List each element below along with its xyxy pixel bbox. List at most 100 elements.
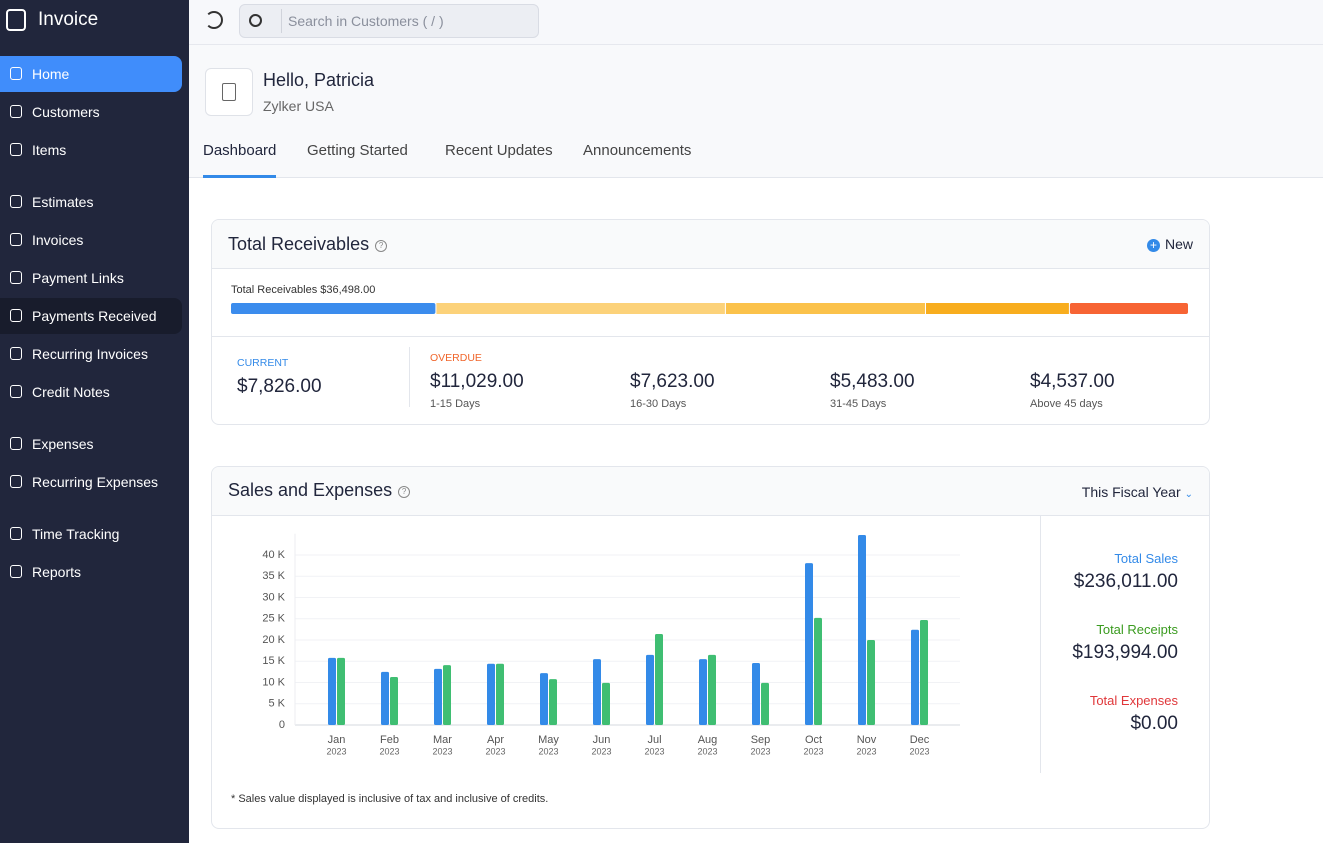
nav-icon bbox=[10, 385, 22, 398]
x-tick-label: Oct bbox=[805, 734, 822, 746]
nav-item[interactable]: Payments Received bbox=[0, 298, 182, 334]
x-tick-label: Apr bbox=[487, 734, 504, 746]
overdue-range: 1-15 Days bbox=[430, 398, 481, 410]
nav-icon bbox=[10, 67, 22, 80]
period-dropdown[interactable]: This Fiscal Year ⌄ bbox=[1082, 484, 1193, 500]
nav-label: Customers bbox=[32, 104, 100, 120]
bar bbox=[814, 617, 822, 725]
nav-icon bbox=[10, 195, 22, 208]
org-icon bbox=[222, 83, 236, 101]
nav-label: Credit Notes bbox=[32, 384, 110, 400]
receivable-segment bbox=[231, 303, 436, 314]
x-tick-year: 2023 bbox=[485, 746, 505, 756]
receivable-segment bbox=[725, 303, 925, 314]
period-label: This Fiscal Year bbox=[1081, 484, 1181, 500]
bar bbox=[920, 620, 928, 725]
divider bbox=[212, 336, 1209, 337]
bar bbox=[593, 659, 601, 725]
nav-item[interactable]: Estimates bbox=[0, 184, 182, 220]
nav-item[interactable]: Reports bbox=[0, 554, 182, 590]
y-tick-label: 10 K bbox=[262, 676, 285, 688]
nav-icon bbox=[10, 565, 22, 578]
receivable-segment bbox=[1069, 303, 1188, 314]
x-tick-label: Jun bbox=[593, 734, 611, 746]
overdue-amount: $7,623.00 bbox=[630, 371, 715, 392]
x-tick-year: 2023 bbox=[803, 746, 823, 756]
nav-label: Payments Received bbox=[32, 308, 157, 324]
x-tick-year: 2023 bbox=[644, 746, 664, 756]
bar bbox=[655, 634, 663, 725]
bar bbox=[390, 676, 398, 725]
x-tick-year: 2023 bbox=[379, 746, 399, 756]
nav-icon bbox=[10, 475, 22, 488]
overdue-range: 16-30 Days bbox=[630, 398, 687, 410]
nav-item[interactable]: Time Tracking bbox=[0, 516, 182, 552]
nav-label: Recurring Invoices bbox=[32, 346, 148, 362]
search-box[interactable]: Search in Customers ( / ) bbox=[239, 4, 539, 38]
overdue-range: 31-45 Days bbox=[830, 398, 887, 410]
nav-label: Reports bbox=[32, 564, 82, 580]
receivables-card: Total Receivables? + New Total Receivable… bbox=[211, 219, 1210, 425]
nav-icon bbox=[10, 309, 22, 322]
nav-item[interactable]: Credit Notes bbox=[0, 374, 182, 410]
bar bbox=[646, 654, 654, 725]
nav-icon bbox=[10, 143, 22, 156]
x-tick-label: Sep bbox=[751, 734, 771, 746]
tab[interactable]: Announcements bbox=[583, 142, 692, 159]
bar bbox=[858, 535, 866, 725]
card-title: Sales and Expenses? bbox=[228, 480, 411, 501]
footnote: * Sales value displayed is inclusive of … bbox=[231, 793, 549, 805]
sidebar: Invoice Home Customers Items Estimates Invoi… bbox=[0, 0, 189, 843]
expenses-name: Total Expenses bbox=[1089, 693, 1178, 708]
help-icon[interactable]: ? bbox=[398, 486, 411, 498]
help-icon[interactable]: ? bbox=[375, 240, 388, 252]
current-amount: $7,826.00 bbox=[237, 376, 322, 397]
tab[interactable]: Recent Updates bbox=[445, 142, 553, 159]
bar bbox=[549, 679, 557, 725]
title-text: Total Receivables bbox=[228, 234, 370, 254]
tab[interactable]: Dashboard bbox=[203, 142, 277, 159]
nav-item[interactable]: Items bbox=[0, 132, 182, 168]
summary-label: Total Receipts bbox=[1096, 622, 1178, 637]
history-icon[interactable] bbox=[205, 11, 223, 29]
search-placeholder: Search in Customers ( / ) bbox=[288, 13, 444, 29]
divider bbox=[281, 9, 282, 33]
nav-icon bbox=[10, 347, 22, 360]
summary-label: Total Sales bbox=[1114, 551, 1178, 566]
y-tick-label: 35 K bbox=[262, 570, 285, 582]
nav-label: Expenses bbox=[32, 436, 94, 452]
nav-item[interactable]: Recurring Invoices bbox=[0, 336, 182, 372]
nav-item[interactable]: Invoices bbox=[0, 222, 182, 258]
new-button[interactable]: + New bbox=[1146, 236, 1193, 252]
greeting: Hello, Patricia bbox=[263, 70, 375, 90]
tab[interactable]: Getting Started bbox=[307, 142, 408, 159]
nav-item[interactable]: Customers bbox=[0, 94, 182, 130]
bar bbox=[752, 662, 760, 725]
x-tick-year: 2023 bbox=[326, 746, 346, 756]
summary-total: $236,011.00 bbox=[1073, 571, 1178, 592]
chevron: ⌄ bbox=[1184, 489, 1193, 500]
nav-item[interactable]: Expenses bbox=[0, 426, 182, 462]
bar bbox=[805, 563, 813, 725]
x-tick-label: Jul bbox=[647, 734, 661, 746]
bar bbox=[381, 671, 389, 725]
nav-item[interactable]: Payment Links bbox=[0, 260, 182, 296]
x-tick-label: Aug bbox=[698, 734, 718, 746]
nav-item[interactable]: Home bbox=[0, 56, 182, 92]
bar bbox=[496, 663, 504, 725]
title-text: Sales and Expenses bbox=[228, 480, 393, 500]
receivable-segment bbox=[925, 303, 1069, 314]
y-tick-label: 0 bbox=[279, 719, 285, 731]
bar bbox=[337, 657, 345, 725]
overdue-range: Above 45 days bbox=[1030, 398, 1103, 410]
nav-label: Payment Links bbox=[32, 270, 124, 286]
nav-label: Items bbox=[32, 142, 67, 158]
bar bbox=[867, 640, 875, 725]
nav-icon bbox=[10, 105, 22, 118]
overdue-amount: $11,029.00 bbox=[430, 371, 524, 392]
nav-item[interactable]: Recurring Expenses bbox=[0, 464, 182, 500]
nav-label: Time Tracking bbox=[32, 526, 120, 542]
x-tick-year: 2023 bbox=[432, 746, 452, 756]
